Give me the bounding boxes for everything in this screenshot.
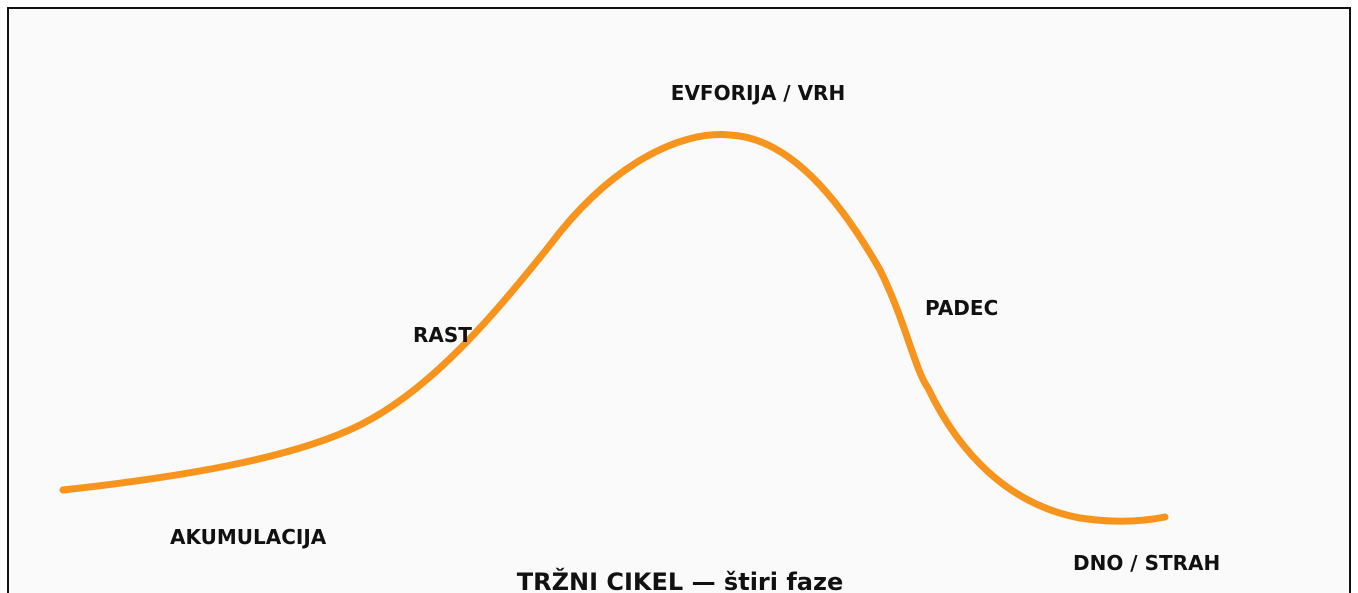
phase-label: AKUMULACIJA <box>170 525 327 549</box>
diagram-title: TRŽNI CIKEL — štiri faze <box>517 567 843 593</box>
phase-label: EVFORIJA / VRH <box>671 81 845 105</box>
phase-label: DNO / STRAH <box>1073 551 1220 575</box>
cycle-curve <box>59 131 1169 525</box>
phase-label: PADEC <box>925 296 998 320</box>
phase-label: RAST <box>413 323 472 347</box>
frame <box>7 7 1351 593</box>
